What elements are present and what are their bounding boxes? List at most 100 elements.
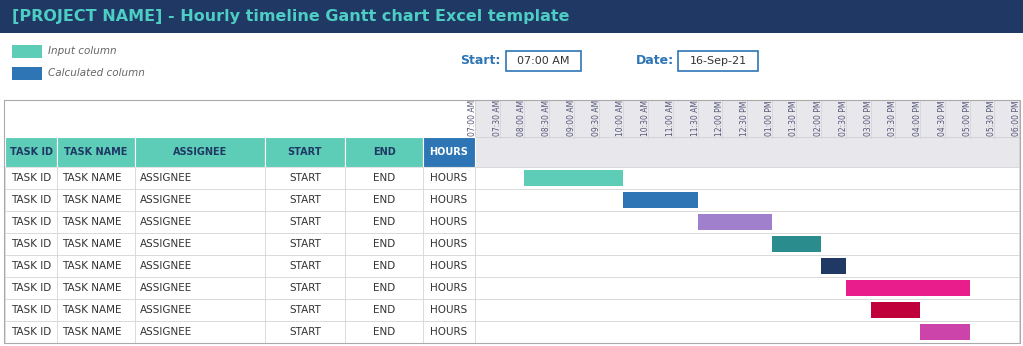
- Bar: [57, 233, 135, 255]
- Bar: [475, 321, 1019, 343]
- Bar: [5, 277, 57, 299]
- Bar: [678, 51, 758, 71]
- Text: 11:30 AM: 11:30 AM: [691, 100, 700, 136]
- Text: 01:30 PM: 01:30 PM: [790, 100, 799, 136]
- Text: TASK NAME: TASK NAME: [62, 283, 122, 293]
- Text: ASSIGNEE: ASSIGNEE: [140, 283, 192, 293]
- Text: TASK ID: TASK ID: [11, 283, 51, 293]
- Bar: [135, 211, 265, 233]
- Bar: [422, 255, 475, 277]
- Text: END: END: [372, 283, 395, 293]
- Text: 16-Sep-21: 16-Sep-21: [690, 56, 747, 66]
- Bar: [846, 280, 970, 296]
- Bar: [345, 211, 422, 233]
- Text: HOURS: HOURS: [431, 261, 468, 271]
- Text: TASK ID: TASK ID: [11, 261, 51, 271]
- Bar: [5, 211, 57, 233]
- Bar: [698, 214, 771, 230]
- Text: HOURS: HOURS: [431, 195, 468, 205]
- Bar: [5, 255, 57, 277]
- Text: TASK ID: TASK ID: [11, 239, 51, 249]
- Bar: [345, 189, 422, 211]
- Text: ASSIGNEE: ASSIGNEE: [140, 261, 192, 271]
- Bar: [422, 321, 475, 343]
- Text: 07:00 AM: 07:00 AM: [468, 100, 477, 136]
- Bar: [265, 137, 345, 167]
- Bar: [0, 0, 1023, 33]
- Bar: [5, 299, 57, 321]
- Bar: [57, 277, 135, 299]
- Bar: [57, 299, 135, 321]
- Text: TASK NAME: TASK NAME: [62, 327, 122, 337]
- Text: TASK NAME: TASK NAME: [62, 239, 122, 249]
- Bar: [345, 233, 422, 255]
- Bar: [135, 137, 265, 167]
- Text: START: START: [290, 327, 321, 337]
- Text: START: START: [287, 147, 322, 157]
- Bar: [265, 321, 345, 343]
- Text: 02:00 PM: 02:00 PM: [814, 100, 824, 136]
- Bar: [345, 167, 422, 189]
- Bar: [475, 299, 1019, 321]
- Text: 04:00 PM: 04:00 PM: [914, 100, 922, 136]
- Bar: [422, 189, 475, 211]
- Bar: [12, 67, 42, 80]
- Text: HOURS: HOURS: [431, 239, 468, 249]
- Text: TASK ID: TASK ID: [11, 195, 51, 205]
- Text: START: START: [290, 195, 321, 205]
- Text: TASK NAME: TASK NAME: [62, 261, 122, 271]
- Bar: [5, 233, 57, 255]
- Text: 01:00 PM: 01:00 PM: [765, 100, 773, 136]
- Bar: [57, 321, 135, 343]
- Text: START: START: [290, 173, 321, 183]
- Text: 07:00 AM: 07:00 AM: [518, 56, 570, 66]
- Text: [PROJECT NAME] - Hourly timeline Gantt chart Excel template: [PROJECT NAME] - Hourly timeline Gantt c…: [12, 9, 570, 24]
- Bar: [475, 211, 1019, 233]
- Text: ASSIGNEE: ASSIGNEE: [140, 195, 192, 205]
- Text: 09:00 AM: 09:00 AM: [567, 100, 576, 136]
- Text: 10:30 AM: 10:30 AM: [641, 100, 650, 136]
- Text: END: END: [372, 261, 395, 271]
- Text: 11:00 AM: 11:00 AM: [666, 100, 675, 136]
- Bar: [135, 189, 265, 211]
- Text: START: START: [290, 261, 321, 271]
- Text: TASK NAME: TASK NAME: [62, 305, 122, 315]
- Bar: [57, 189, 135, 211]
- Text: 10:00 AM: 10:00 AM: [617, 100, 625, 136]
- Text: ASSIGNEE: ASSIGNEE: [140, 305, 192, 315]
- Bar: [265, 299, 345, 321]
- Text: END: END: [372, 195, 395, 205]
- Text: 06:00 PM: 06:00 PM: [1012, 100, 1021, 136]
- Bar: [771, 236, 821, 252]
- Bar: [422, 299, 475, 321]
- Bar: [475, 233, 1019, 255]
- Bar: [135, 233, 265, 255]
- Text: TASK NAME: TASK NAME: [62, 217, 122, 227]
- Bar: [5, 189, 57, 211]
- Text: END: END: [372, 327, 395, 337]
- Text: 03:30 PM: 03:30 PM: [888, 100, 897, 136]
- Text: 05:30 PM: 05:30 PM: [987, 100, 996, 136]
- Text: TASK ID: TASK ID: [11, 217, 51, 227]
- Bar: [265, 189, 345, 211]
- Text: 09:30 AM: 09:30 AM: [591, 100, 601, 136]
- Bar: [623, 192, 698, 208]
- Text: TASK NAME: TASK NAME: [64, 147, 128, 157]
- Bar: [5, 321, 57, 343]
- Bar: [345, 321, 422, 343]
- Bar: [135, 277, 265, 299]
- Bar: [57, 137, 135, 167]
- Bar: [422, 211, 475, 233]
- Bar: [475, 255, 1019, 277]
- Text: Date:: Date:: [636, 55, 674, 67]
- Bar: [0, 33, 1023, 100]
- Bar: [265, 255, 345, 277]
- Text: 04:30 PM: 04:30 PM: [938, 100, 947, 136]
- Bar: [57, 255, 135, 277]
- Bar: [345, 137, 422, 167]
- Bar: [12, 45, 42, 58]
- Text: 05:00 PM: 05:00 PM: [963, 100, 972, 136]
- Bar: [920, 324, 970, 340]
- Bar: [475, 137, 1019, 167]
- Bar: [422, 167, 475, 189]
